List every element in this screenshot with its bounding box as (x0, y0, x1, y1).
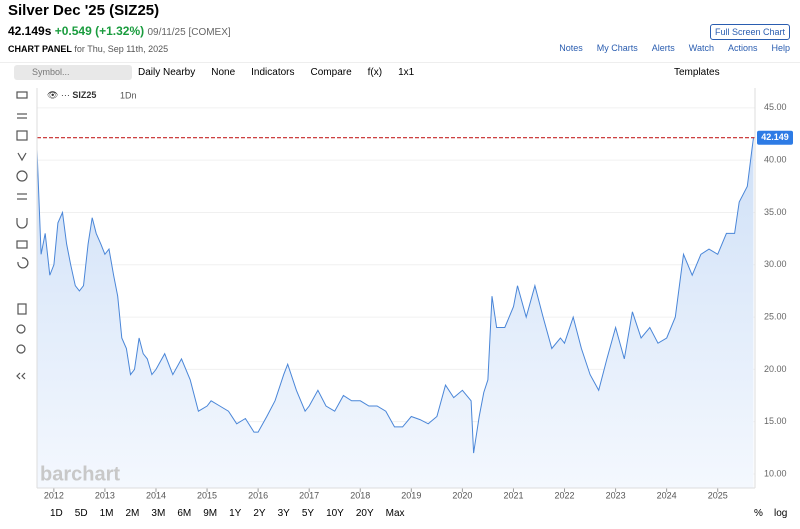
x-tick-label: 2019 (401, 490, 421, 500)
symbol: SIZ25 (72, 90, 96, 100)
log-toggle[interactable]: log (774, 508, 788, 519)
header-link[interactable]: Help (771, 43, 790, 53)
interval: 1Dn (120, 90, 137, 100)
toolbar-item[interactable]: None (211, 67, 236, 78)
x-tick-label: 2023 (606, 490, 626, 500)
y-tick-label: 35.00 (764, 207, 787, 217)
x-tick-label: 2013 (95, 490, 115, 500)
symbol-search[interactable]: Symbol... (14, 65, 132, 80)
header-link[interactable]: Actions (727, 43, 758, 53)
range-button[interactable]: 1M (99, 508, 114, 519)
x-tick-label: 2012 (44, 490, 64, 500)
panel-label: CHART PANEL (8, 44, 72, 54)
header-link[interactable]: Watch (688, 43, 714, 53)
last-price-box (757, 130, 793, 145)
toolbar-items: Daily Nearby None Indicators Compare f(x) 1x1 (138, 67, 430, 78)
quote: 42.149s +0.549 (+1.32%) 09/11/25 [COMEX] (8, 24, 231, 38)
y-tick-label: 15.00 (764, 416, 787, 426)
area (37, 137, 754, 488)
range-button[interactable]: 3Y (277, 508, 290, 519)
x-tick-label: 2025 (708, 490, 728, 500)
range-button[interactable]: 9M (203, 508, 218, 519)
toolbar: Symbol... Daily Nearby None Indicators Comp… (0, 62, 800, 83)
x-tick-label: 2015 (197, 490, 217, 500)
y-tick-label: 40.00 (764, 155, 787, 165)
range-button[interactable]: 3M (151, 508, 166, 519)
y-tick-label: 30.00 (764, 259, 787, 269)
header-link[interactable]: My Charts (596, 43, 638, 53)
last-price-label: 42.149 (761, 132, 789, 142)
title: Silver Dec '25 (SIZ25) (8, 2, 160, 19)
templates-button[interactable]: Templates (674, 67, 720, 78)
watermark: barchart (40, 463, 120, 485)
panel-date: for Thu, Sep 11th, 2025 (74, 44, 169, 54)
y-tick-label: 45.00 (764, 102, 787, 112)
y-tick-label: 25.00 (764, 311, 787, 321)
legend-symbol: 👁 ··· SIZ25 (47, 90, 96, 100)
change: +0.549 (+1.32%) (54, 24, 145, 38)
range-button[interactable]: 2Y (253, 508, 266, 519)
price: 42.149s (8, 24, 52, 38)
toolbar-item[interactable]: Indicators (251, 67, 295, 78)
x-tick-label: 2016 (248, 490, 268, 500)
side-tools (16, 91, 29, 380)
range-button[interactable]: 1Y (229, 508, 242, 519)
range-button[interactable]: Max (385, 508, 405, 519)
toolbar-item[interactable]: Daily Nearby (138, 67, 196, 78)
x-tick-label: 2022 (555, 490, 575, 500)
range-button[interactable]: 20Y (355, 508, 374, 519)
x-tick-label: 2021 (503, 490, 523, 500)
x-tick-label: 2020 (452, 490, 472, 500)
range-button[interactable]: 2M (125, 508, 140, 519)
fullscreen-button[interactable]: Full Screen Chart (710, 24, 791, 40)
y-tick-label: 10.00 (764, 468, 787, 478)
range-button[interactable]: 10Y (326, 508, 344, 519)
header-link[interactable]: Notes (559, 43, 583, 53)
range-button[interactable]: 5Y (301, 508, 315, 519)
price-line (36, 137, 754, 454)
range-buttons: 1D 5D 1M 2M 3M 6M 9M 1Y 2Y 3Y 5Y 10Y 20Y Max (50, 508, 417, 519)
x-tick-label: 2024 (657, 490, 677, 500)
percent-toggle[interactable]: % (754, 508, 763, 519)
header-link[interactable]: Alerts (651, 43, 675, 53)
header-links: Notes My Charts Alerts Watch Actions Help (545, 43, 790, 53)
date-exchange: 09/11/25 [COMEX] (147, 27, 231, 38)
range-button[interactable]: 1D (50, 508, 63, 519)
toolbar-item[interactable]: Compare (310, 67, 352, 78)
range-button[interactable]: 5D (74, 508, 88, 519)
toolbar-item[interactable]: 1x1 (398, 67, 415, 78)
toolbar-item[interactable]: f(x) (367, 67, 383, 78)
x-tick-label: 2014 (146, 490, 166, 500)
x-tick-label: 2017 (299, 490, 319, 500)
y-tick-label: 20.00 (764, 364, 787, 374)
x-tick-label: 2018 (350, 490, 370, 500)
panel-info: CHART PANEL for Thu, Sep 11th, 2025 (8, 44, 168, 54)
range-button[interactable]: 6M (177, 508, 192, 519)
